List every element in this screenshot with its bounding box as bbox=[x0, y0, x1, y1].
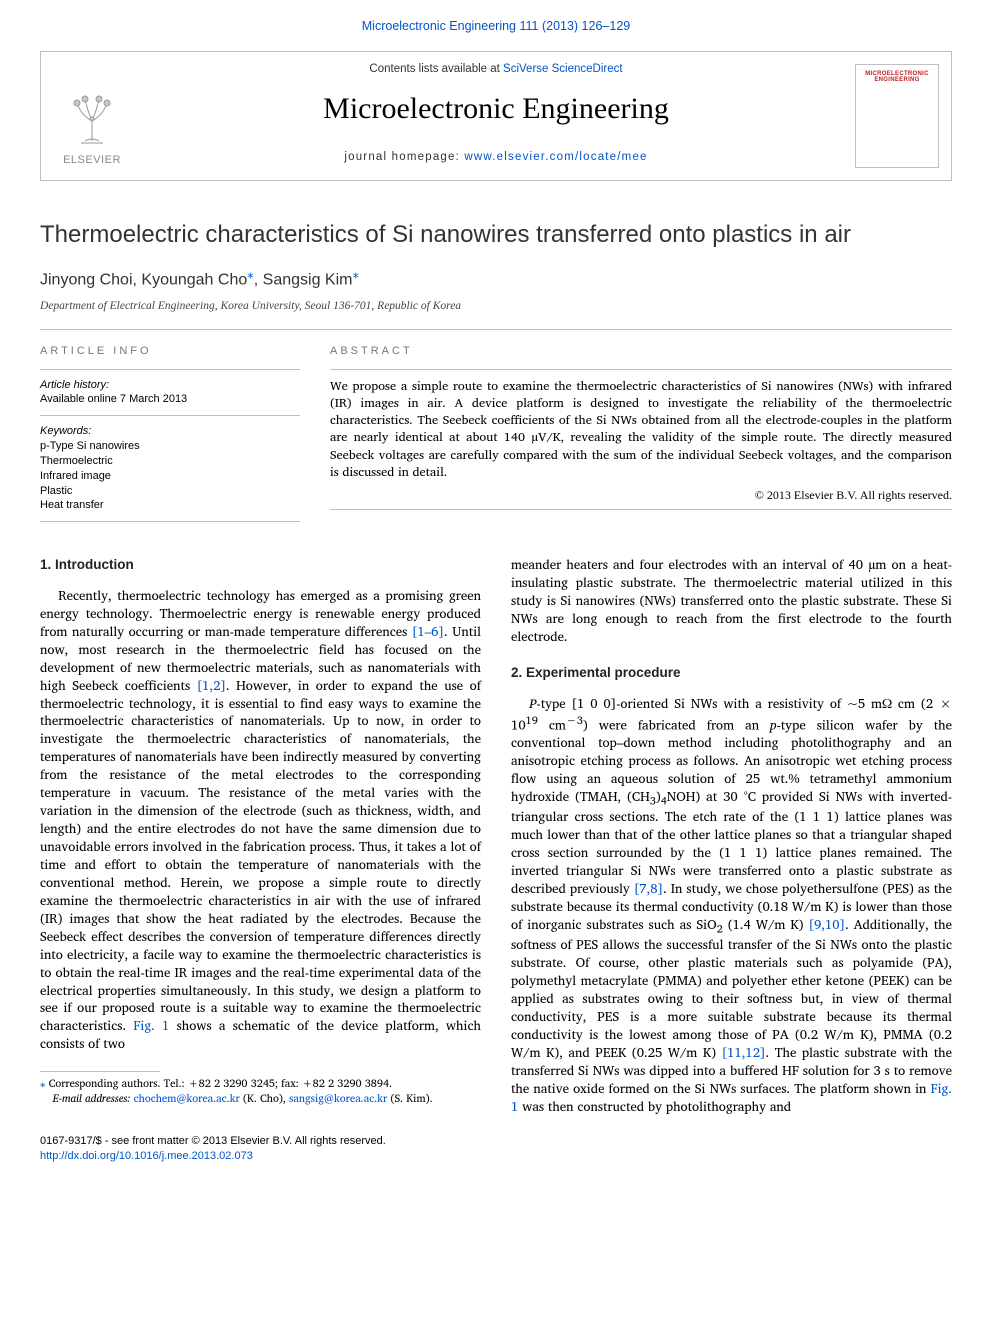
affiliation: Department of Electrical Engineering, Ko… bbox=[40, 299, 952, 315]
page-footer: 0167-9317/$ - see front matter © 2013 El… bbox=[40, 1134, 952, 1164]
footer-left: 0167-9317/$ - see front matter © 2013 El… bbox=[40, 1134, 386, 1164]
body-text: was then constructed by photolithography… bbox=[518, 1095, 791, 1117]
journal-cover-thumb: MICROELECTRONIC ENGINEERING bbox=[855, 64, 939, 168]
abstract-heading: ABSTRACT bbox=[330, 344, 952, 359]
keywords-label: Keywords: bbox=[40, 424, 300, 439]
homepage-label: journal homepage: bbox=[344, 151, 464, 163]
footnote-rule bbox=[40, 1071, 160, 1072]
copyright: © 2013 Elsevier B.V. All rights reserved… bbox=[330, 487, 952, 503]
abstract-text: We propose a simple route to examine the… bbox=[330, 378, 952, 482]
authors: Jinyong Choi, Kyoungah Cho ⁎, Sangsig Kim… bbox=[40, 265, 952, 291]
paragraph: Recently, thermoelectric technology has … bbox=[40, 587, 481, 1053]
keyword: Heat transfer bbox=[40, 498, 300, 513]
paragraph: meander heaters and four electrodes with… bbox=[511, 556, 952, 646]
history-value: Available online 7 March 2013 bbox=[40, 392, 300, 407]
author-group-1: Jinyong Choi, Kyoungah Cho bbox=[40, 272, 247, 289]
history-label: Article history: bbox=[40, 378, 300, 393]
paragraph: P-type [1 0 0]-oriented Si NWs with a re… bbox=[511, 695, 952, 1116]
keyword: Infrared image bbox=[40, 469, 300, 484]
body-text: (1.4 W/m K) bbox=[723, 913, 809, 935]
rule bbox=[40, 329, 952, 330]
doi-link[interactable]: http://dx.doi.org/10.1016/j.mee.2013.02.… bbox=[40, 1150, 253, 1162]
front-matter-text: 0167-9317/$ - see front matter © 2013 El… bbox=[40, 1135, 386, 1147]
keyword: p-Type Si nanowires bbox=[40, 439, 300, 454]
column-left: 1. Introduction Recently, thermoelectric… bbox=[40, 556, 481, 1115]
sciencedirect-link[interactable]: SciVerse ScienceDirect bbox=[503, 63, 623, 75]
contents-line-text: Contents lists available at bbox=[369, 63, 503, 75]
publisher-name: ELSEVIER bbox=[63, 153, 121, 168]
corresponding-note: ⁎ Corresponding authors. Tel.: +82 2 329… bbox=[40, 1076, 481, 1105]
email-link[interactable]: chochem@korea.ac.kr bbox=[134, 1089, 240, 1107]
author-group-2: , Sangsig Kim bbox=[254, 272, 353, 289]
journal-homepage: journal homepage: www.elsevier.com/locat… bbox=[153, 150, 839, 166]
superscript: 19 bbox=[526, 711, 538, 729]
contents-line: Contents lists available at SciVerse Sci… bbox=[153, 62, 839, 78]
journal-masthead: ELSEVIER Contents lists available at Sci… bbox=[40, 51, 952, 181]
journal-homepage-link[interactable]: www.elsevier.com/locate/mee bbox=[464, 151, 647, 163]
section-heading-2: 2. Experimental procedure bbox=[511, 664, 952, 683]
ref-link[interactable]: [9,10] bbox=[809, 913, 846, 935]
rule bbox=[330, 369, 952, 370]
section-heading-1: 1. Introduction bbox=[40, 556, 481, 575]
corr-star-2[interactable]: ⁎ bbox=[352, 266, 359, 281]
email-who: (S. Kim). bbox=[387, 1089, 432, 1107]
body-text: . However, in order to expand the use of… bbox=[40, 674, 481, 1037]
article-body: 1. Introduction Recently, thermoelectric… bbox=[40, 556, 952, 1115]
elsevier-tree-icon bbox=[63, 91, 121, 149]
article-info-heading: ARTICLE INFO bbox=[40, 344, 300, 359]
email-label: E-mail addresses: bbox=[53, 1089, 134, 1107]
top-citation: Microelectronic Engineering 111 (2013) 1… bbox=[0, 0, 992, 41]
article-title: Thermoelectric characteristics of Si nan… bbox=[40, 219, 952, 251]
superscript: −3 bbox=[566, 711, 583, 729]
publisher-logo: ELSEVIER bbox=[53, 64, 131, 168]
keyword: Plastic bbox=[40, 484, 300, 499]
rule bbox=[330, 509, 952, 510]
cover-title-line2: ENGINEERING bbox=[874, 77, 919, 83]
top-citation-link[interactable]: Microelectronic Engineering 111 (2013) 1… bbox=[362, 19, 630, 33]
article-info: ARTICLE INFO Article history: Available … bbox=[40, 344, 300, 531]
rule bbox=[40, 415, 300, 416]
fig-link[interactable]: Fig. 1 bbox=[133, 1014, 169, 1036]
journal-title: Microelectronic Engineering bbox=[153, 89, 839, 130]
rule bbox=[40, 369, 300, 370]
email-who: (K. Cho), bbox=[240, 1089, 289, 1107]
rule bbox=[40, 521, 300, 522]
email-link[interactable]: sangsig@korea.ac.kr bbox=[289, 1089, 387, 1107]
column-right: meander heaters and four electrodes with… bbox=[511, 556, 952, 1115]
keyword: Thermoelectric bbox=[40, 454, 300, 469]
